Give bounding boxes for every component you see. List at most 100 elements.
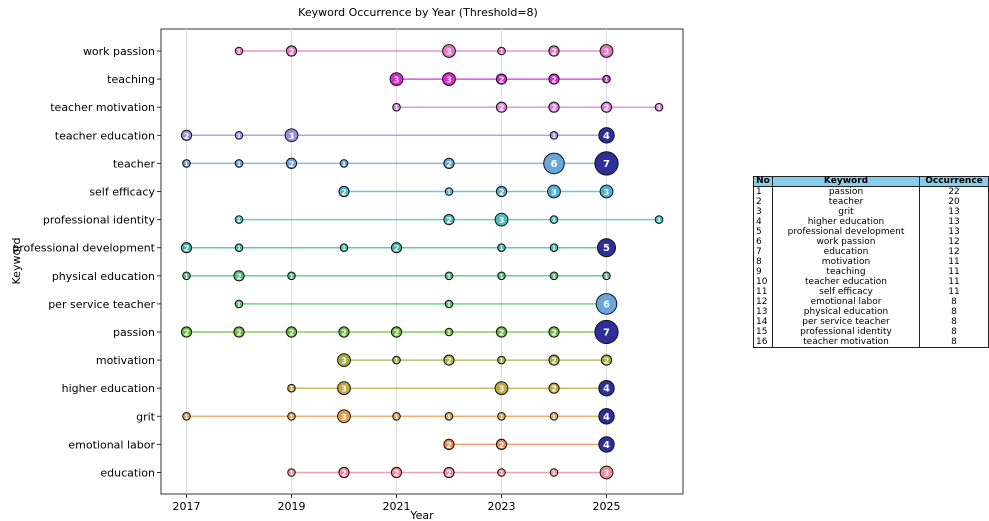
- data-point: [234, 159, 244, 168]
- data-point: [548, 73, 560, 85]
- cell-no: 12: [753, 297, 773, 307]
- cell-no: 7: [753, 247, 773, 257]
- data-point: [287, 271, 296, 281]
- cell-keyword: professional identity: [772, 327, 920, 337]
- y-tick-label: self efficacy: [89, 186, 155, 199]
- data-point-label: 1: [552, 273, 556, 280]
- data-point: [339, 243, 349, 252]
- data-point-label: 1: [447, 414, 451, 421]
- data-point-label: 1: [289, 386, 293, 393]
- y-tick-label: teacher: [113, 157, 156, 170]
- data-point: [595, 293, 618, 315]
- data-point: [392, 412, 401, 421]
- data-point-label: 2: [236, 329, 242, 338]
- data-point-label: 1: [237, 217, 241, 224]
- data-point-label: 1: [447, 189, 451, 196]
- data-point-label: 2: [551, 385, 557, 394]
- cell-keyword: per service teacher: [772, 317, 920, 327]
- data-point: [594, 319, 619, 345]
- data-point: [180, 129, 193, 141]
- data-point: [599, 44, 614, 58]
- data-point-label: 1: [237, 49, 241, 56]
- cell-occurrence: 8: [919, 327, 989, 337]
- table-row: 16 teacher motivation 8: [753, 337, 989, 348]
- x-tick-label: 2025: [593, 500, 621, 513]
- data-point-label: 2: [499, 76, 505, 85]
- table-header-row: No Keyword Occurrence: [753, 176, 989, 187]
- data-point-label: 1: [237, 133, 241, 140]
- data-point: [495, 185, 508, 198]
- data-point-label: 2: [551, 357, 557, 366]
- data-point-label: 2: [551, 76, 557, 85]
- cell-occurrence: 13: [919, 207, 989, 217]
- data-point: [337, 353, 351, 368]
- cell-occurrence: 8: [919, 337, 989, 348]
- data-point: [444, 271, 454, 281]
- data-point: [233, 270, 245, 282]
- table-row: 10 teacher education 11: [753, 277, 989, 287]
- data-point-label: 1: [237, 245, 241, 252]
- cell-no: 14: [753, 317, 773, 327]
- cell-no: 3: [753, 207, 773, 217]
- data-point: [548, 326, 560, 338]
- cell-keyword: teaching: [772, 267, 920, 277]
- cell-occurrence: 11: [919, 287, 989, 297]
- table-row: 13 physical education 8: [753, 307, 989, 317]
- data-point: [285, 45, 298, 57]
- data-point-label: 6: [551, 159, 558, 170]
- data-point-label: 2: [341, 188, 347, 197]
- cell-no: 15: [753, 327, 773, 337]
- data-point: [337, 409, 351, 424]
- data-point-label: 1: [342, 161, 346, 168]
- data-point: [234, 243, 244, 252]
- data-point: [234, 131, 244, 140]
- data-point-label: 1: [499, 414, 503, 421]
- table-row: 5 professional development 13: [753, 227, 989, 237]
- y-tick-label: per service teacher: [48, 298, 155, 311]
- data-point: [599, 184, 614, 199]
- data-point-label: 1: [342, 245, 346, 252]
- data-point: [444, 299, 454, 309]
- data-point: [444, 412, 454, 421]
- cell-no: 5: [753, 227, 773, 237]
- data-point: [549, 215, 559, 224]
- y-tick-label: motivation: [96, 354, 155, 367]
- data-point: [390, 242, 403, 254]
- y-tick-label: teacher motivation: [50, 101, 155, 114]
- data-point: [444, 327, 454, 337]
- y-tick-label: professional identity: [43, 214, 156, 227]
- data-point: [497, 412, 506, 421]
- data-point: [497, 243, 506, 252]
- y-axis-label: Keyword: [10, 238, 23, 285]
- data-point-label: 1: [552, 414, 556, 421]
- data-point-label: 1: [604, 77, 608, 84]
- data-point-label: 2: [289, 160, 295, 169]
- cell-no: 8: [753, 257, 773, 267]
- data-point: [597, 238, 616, 258]
- data-point-label: 2: [446, 469, 452, 478]
- data-point: [598, 380, 615, 397]
- table-row: 11 self efficacy 11: [753, 287, 989, 297]
- data-point-label: 3: [604, 469, 610, 478]
- data-point: [443, 157, 455, 169]
- data-point: [389, 72, 404, 86]
- data-point: [287, 412, 296, 421]
- data-point: [287, 468, 296, 477]
- data-point: [338, 326, 350, 338]
- data-point: [494, 212, 509, 227]
- data-point: [549, 131, 559, 140]
- data-point-label: 1: [499, 49, 503, 56]
- data-point-label: 3: [341, 413, 347, 422]
- table-row: 8 motivation 11: [753, 257, 989, 267]
- data-point-label: 2: [394, 329, 400, 338]
- table-row: 14 per service teacher 8: [753, 317, 989, 327]
- data-point-label: 2: [341, 329, 347, 338]
- data-point: [497, 271, 506, 281]
- data-point-label: 3: [499, 385, 505, 394]
- data-point-label: 2: [446, 357, 452, 366]
- cell-no: 2: [753, 197, 773, 207]
- data-point: [497, 46, 506, 56]
- data-point: [392, 355, 401, 365]
- data-point-label: 1: [394, 358, 398, 365]
- data-point: [594, 151, 619, 176]
